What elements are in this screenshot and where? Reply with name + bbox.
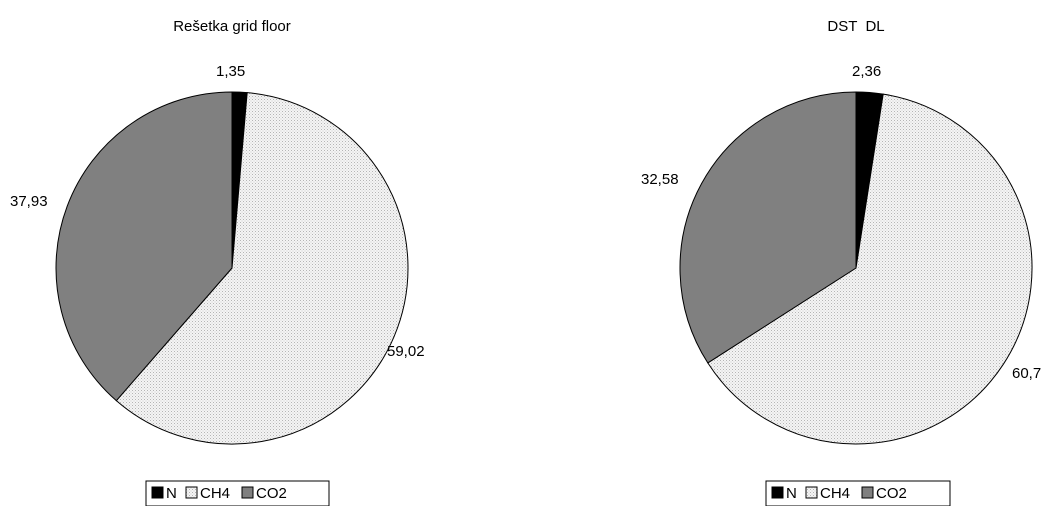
chart-2-label-n: 2,36 (852, 63, 881, 80)
chart-1-slices (55, 91, 409, 445)
chart-1-legend-n: N (166, 485, 177, 502)
chart-1-legend-ch4: CH4 (200, 485, 230, 502)
chart-1-legend-co2: CO2 (256, 485, 287, 502)
chart-2-label-co2: 32,58 (641, 171, 679, 188)
chart-2-legend-box (765, 480, 951, 506)
chart-2-legend-co2: CO2 (876, 485, 907, 502)
chart-2-slice-ch4 (707, 93, 1033, 445)
chart-2-legend-swatch-co2 (861, 486, 874, 499)
chart-1-legend-box (145, 480, 330, 506)
chart-1-legend-swatch-n (151, 486, 164, 499)
chart-1-legend-swatch-co2 (241, 486, 254, 499)
chart-2-legend-swatch-ch4 (805, 486, 818, 499)
chart-2-label-ch4: 60,7 (1012, 365, 1041, 382)
chart-2-legend-swatch-n (771, 486, 784, 499)
chart-1-slice-co2 (55, 91, 233, 402)
chart-2-slice-co2 (679, 91, 857, 364)
chart-1-slice-ch4 (115, 92, 409, 445)
chart-1-legend: N CH4 CO2 (145, 480, 330, 506)
chart-1-label-ch4: 59,02 (387, 343, 425, 360)
chart-2-legend-ch4: CH4 (820, 485, 850, 502)
chart-2-slices (679, 91, 1033, 445)
chart-1-label-co2: 37,93 (10, 193, 48, 210)
chart-2-legend: N CH4 CO2 (765, 480, 951, 506)
pie-chart-2: DST DL 2,36 60,7 32,58 N CH4 CO2 (641, 18, 1041, 506)
chart-1-legend-swatch-ch4 (185, 486, 198, 499)
chart-1-label-n: 1,35 (216, 63, 245, 80)
chart-2-legend-n: N (786, 485, 797, 502)
chart-2-title: DST DL (827, 18, 884, 35)
pie-chart-1: Rešetka grid floor 1,35 59,02 37,93 N CH… (10, 18, 425, 506)
chart-1-title: Rešetka grid floor (173, 18, 291, 35)
